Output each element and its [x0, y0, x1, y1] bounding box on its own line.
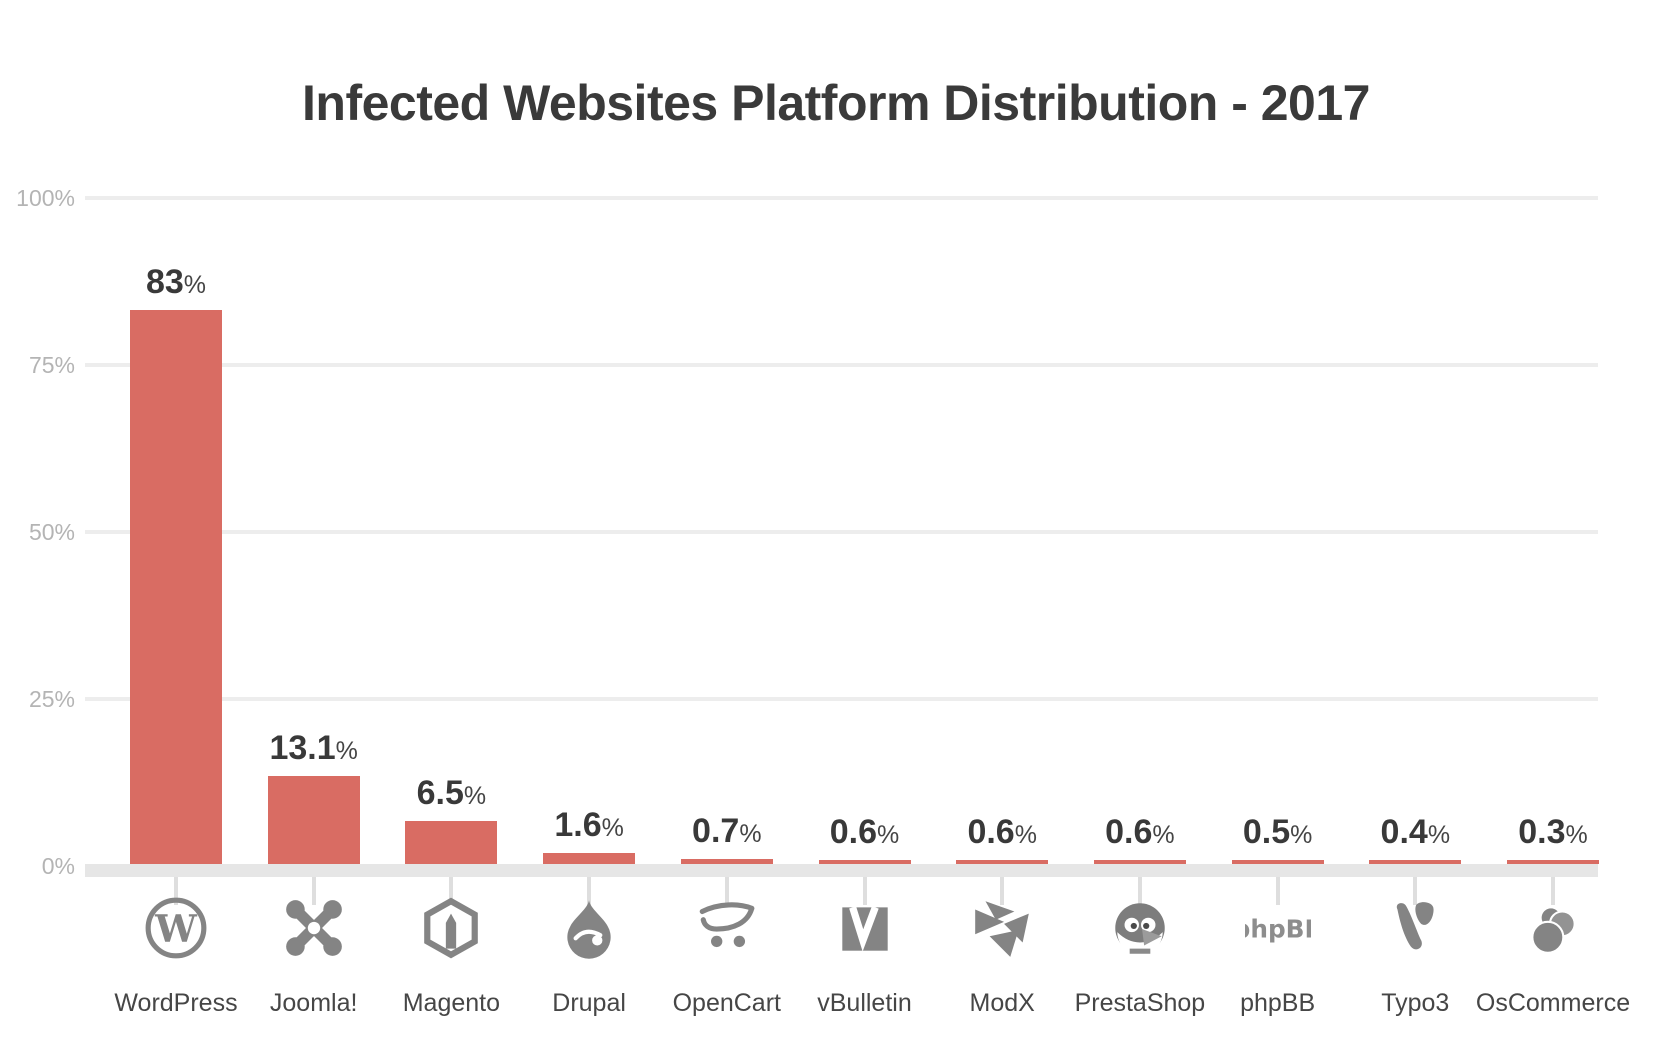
svg-text:phpBB: phpBB — [1245, 914, 1311, 943]
vbulletin-icon — [825, 892, 905, 964]
bar-phpbb — [1231, 860, 1324, 864]
gridline-25 — [85, 697, 1598, 701]
bar-value-percent-sign: % — [877, 820, 900, 849]
x-axis-tick — [724, 877, 729, 905]
category-label-prestashop: PrestaShop — [1074, 989, 1206, 1017]
category-label-joomla: Joomla! — [269, 989, 358, 1017]
x-axis-tick — [862, 877, 867, 905]
bar-value-label-joomla: 13.1% — [229, 728, 399, 775]
bar-vbulletin — [818, 859, 911, 864]
bar-value-label-phpbb: 0.5% — [1193, 812, 1363, 859]
oscommerce-icon — [1513, 892, 1593, 964]
gridline-50 — [85, 530, 1598, 534]
bar-value-number: 0.7 — [692, 812, 740, 851]
wordpress-icon: W — [136, 892, 216, 964]
gridline-100 — [85, 196, 1598, 200]
drupal-icon — [549, 892, 629, 964]
chart-title: Infected Websites Platform Distribution … — [302, 74, 1370, 131]
category-label-typo3: Typo3 — [1381, 989, 1450, 1017]
x-axis-tick — [1275, 877, 1280, 905]
bar-value-number: 1.6 — [554, 806, 602, 845]
bar-value-number: 6.5 — [416, 773, 464, 812]
bar-value-percent-sign: % — [183, 270, 207, 299]
x-axis-tick — [311, 877, 316, 905]
y-axis-tick-label: 50% — [28, 519, 75, 545]
bar-joomla — [267, 776, 360, 864]
bar-value-label-prestashop: 0.6% — [1055, 812, 1225, 859]
category-label-oscommerce: OsCommerce — [1475, 989, 1631, 1017]
bar-value-number: 0.6 — [829, 812, 878, 851]
bar-typo3 — [1369, 860, 1462, 864]
bar-value-percent-sign: % — [739, 820, 762, 849]
bar-opencart — [680, 859, 773, 864]
category-label-magento: Magento — [402, 989, 501, 1017]
x-axis-tick — [1413, 877, 1418, 905]
x-axis-tick — [1000, 877, 1005, 905]
typo3-icon — [1375, 892, 1455, 964]
y-axis-tick-label: 25% — [28, 686, 75, 712]
bar-value-percent-sign: % — [1152, 820, 1175, 849]
modx-icon — [962, 892, 1042, 964]
bar-value-number: 83 — [145, 262, 184, 301]
joomla-icon — [274, 892, 354, 964]
category-label-modx: ModX — [969, 989, 1035, 1017]
y-axis-tick-label: 0% — [41, 853, 75, 879]
category-label-wordpress: WordPress — [114, 989, 238, 1017]
x-axis-tick — [1551, 877, 1555, 905]
bar-value-percent-sign: % — [1014, 820, 1037, 849]
x-axis-tick — [1137, 877, 1142, 905]
bar-value-label-opencart: 0.7% — [642, 811, 812, 858]
bar-value-label-magento: 6.5% — [366, 773, 536, 820]
bar-value-percent-sign: % — [1427, 821, 1451, 849]
bar-value-percent-sign: % — [601, 814, 624, 843]
bar-modx — [956, 859, 1049, 864]
bar-value-number: 0.6 — [1105, 812, 1153, 851]
bar-magento — [405, 820, 498, 864]
bar-oscommerce — [1507, 860, 1599, 864]
svg-text:W: W — [154, 906, 198, 950]
bar-drupal — [543, 853, 636, 864]
category-label-phpbb: phpBB — [1240, 989, 1316, 1017]
bar-value-percent-sign: % — [335, 737, 358, 766]
category-label-opencart: OpenCart — [672, 989, 781, 1017]
bar-value-number: 13.1 — [269, 729, 336, 768]
prestashop-icon — [1100, 892, 1180, 964]
gridline-75 — [85, 363, 1598, 367]
bar-value-label-wordpress: 83% — [91, 262, 261, 309]
opencart-icon — [687, 892, 767, 964]
x-axis-baseline — [85, 864, 1598, 877]
bar-value-number: 0.6 — [967, 812, 1015, 851]
bar-value-number: 0.4 — [1380, 813, 1428, 851]
magento-icon — [411, 892, 491, 964]
bar-value-percent-sign: % — [1565, 821, 1588, 849]
bar-prestashop — [1093, 859, 1186, 864]
x-axis-tick — [587, 877, 592, 905]
bar-value-number: 0.5 — [1242, 813, 1291, 851]
x-axis-tick — [449, 877, 454, 905]
y-axis-tick-label: 100% — [16, 185, 75, 211]
category-label-drupal: Drupal — [552, 989, 626, 1017]
category-label-vbulletin: vBulletin — [817, 989, 912, 1017]
x-axis-tick — [174, 877, 178, 905]
bar-value-label-typo3: 0.4% — [1330, 812, 1500, 859]
bar-value-label-drupal: 1.6% — [504, 805, 674, 852]
bar-value-number: 0.3 — [1518, 813, 1566, 851]
bar-value-label-modx: 0.6% — [917, 812, 1087, 859]
phpbb-icon: phpBB — [1238, 892, 1318, 964]
bar-value-percent-sign: % — [463, 781, 487, 810]
y-axis-tick-label: 75% — [28, 352, 75, 378]
bar-value-label-vbulletin: 0.6% — [780, 812, 950, 859]
bar-value-percent-sign: % — [1290, 821, 1313, 849]
bar-value-label-oscommerce: 0.3% — [1468, 812, 1638, 859]
bar-wordpress — [130, 309, 222, 864]
